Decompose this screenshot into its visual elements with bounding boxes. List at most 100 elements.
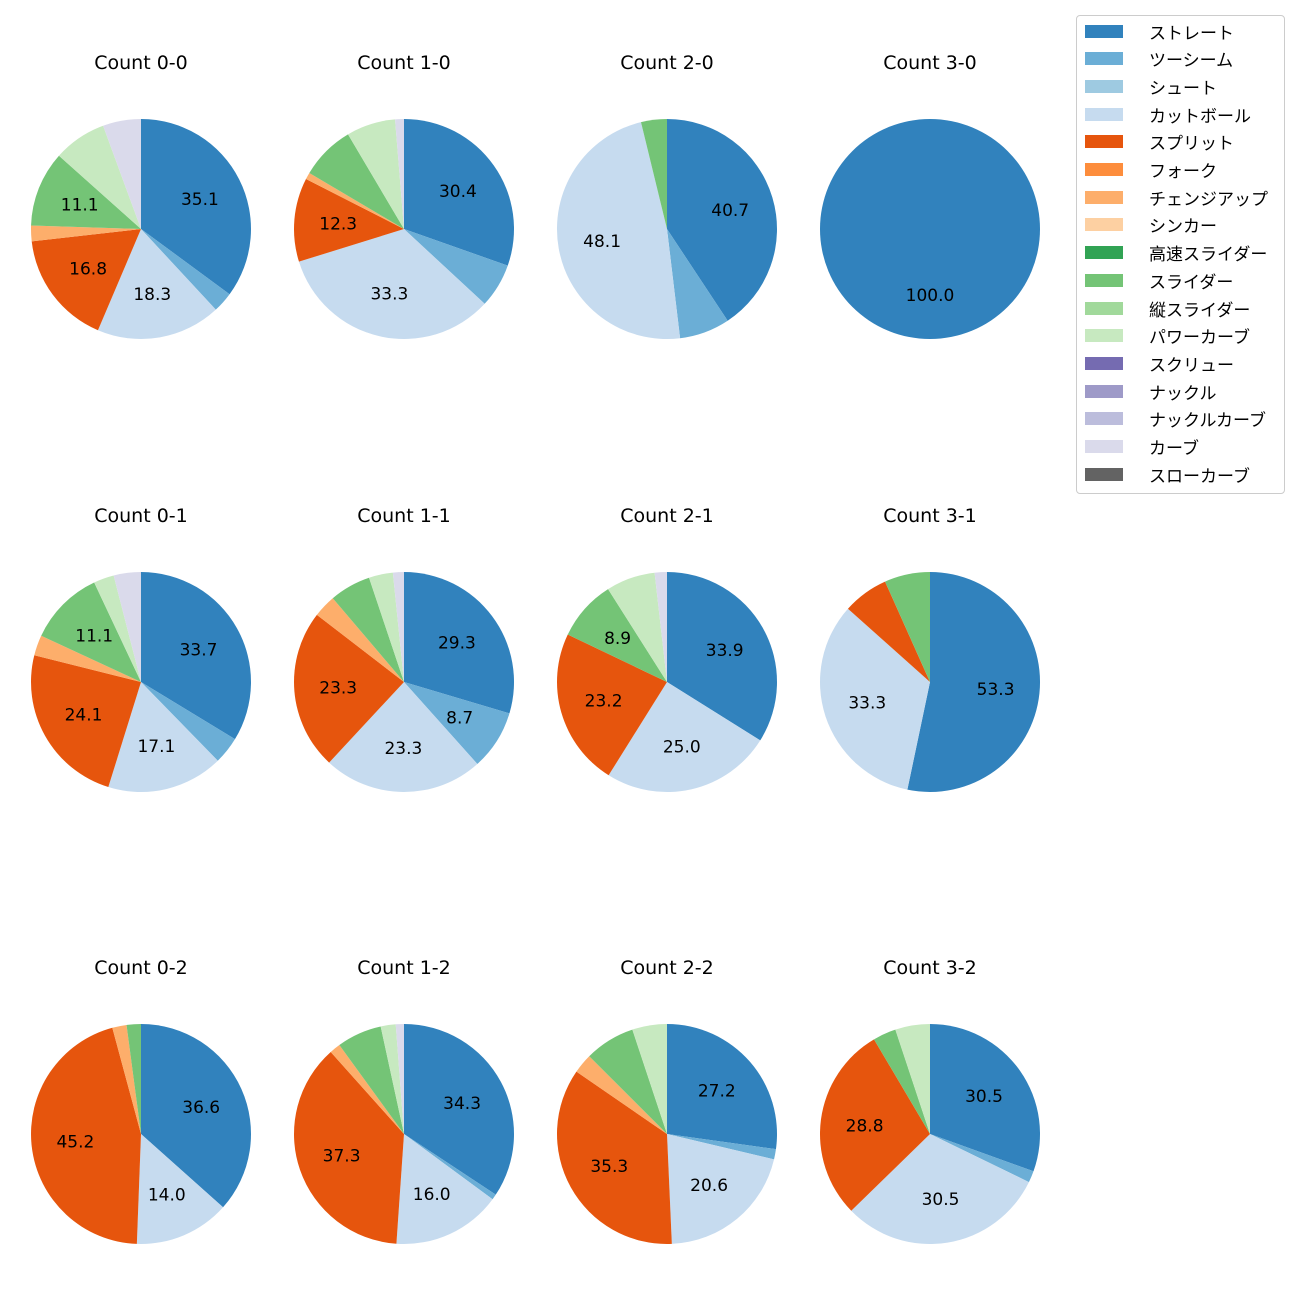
pie-slice xyxy=(31,229,142,331)
pie-slice xyxy=(108,682,218,793)
pie-slice xyxy=(667,1134,776,1160)
pie-slice xyxy=(404,1134,496,1200)
pie-slice xyxy=(97,229,216,340)
pie-slice xyxy=(404,229,508,304)
pie-slice xyxy=(330,1045,404,1134)
legend-label: スライダー xyxy=(1149,272,1234,293)
pie-slice xyxy=(126,1024,141,1134)
pie-slice xyxy=(339,1026,404,1134)
legend-swatch xyxy=(1085,440,1123,453)
pie-slice xyxy=(847,581,930,682)
slice-label: 27.2 xyxy=(698,1082,736,1102)
slice-label: 29.3 xyxy=(438,634,476,654)
slice-label: 23.3 xyxy=(319,678,357,698)
pie-slice xyxy=(141,1024,251,1208)
pie-title: Count 3-1 xyxy=(883,505,977,527)
legend-item: フォーク xyxy=(1085,158,1217,182)
pie-slice xyxy=(930,1024,1041,1172)
pie-count-0-1: Count 0-1 33.7 17.1 24.1 11.1 xyxy=(31,505,251,793)
legend-swatch xyxy=(1085,135,1123,149)
legend-item: スローカーブ xyxy=(1085,462,1250,487)
pie-slice xyxy=(34,635,141,682)
pie-slice xyxy=(31,155,141,229)
slice-label: 8.7 xyxy=(446,708,473,728)
pie-count-1-0: Count 1-0 30.4 33.3 12.3 xyxy=(293,52,515,340)
legend-label: パワーカーブ xyxy=(1149,328,1250,349)
pie-slice xyxy=(305,173,404,229)
pie-slice xyxy=(895,1024,930,1134)
legend-label: シンカー xyxy=(1149,217,1217,238)
slice-label: 18.3 xyxy=(133,285,171,305)
pie-title: Count 1-0 xyxy=(357,52,451,74)
slice-label: 33.9 xyxy=(706,641,744,661)
legend-item: スプリット xyxy=(1085,130,1234,154)
legend-swatch xyxy=(1085,356,1123,370)
pie-title: Count 0-2 xyxy=(94,957,188,979)
pie-slice xyxy=(608,572,667,682)
legend-item: チェンジアップ xyxy=(1085,185,1268,210)
pie-slice xyxy=(369,572,404,682)
pie-count-3-1: Count 3-1 53.3 33.3 xyxy=(820,505,1041,792)
slice-label: 40.7 xyxy=(711,201,749,221)
slice-label: 20.6 xyxy=(690,1176,728,1196)
slice-label: 16.0 xyxy=(413,1185,451,1205)
pie-slice xyxy=(141,229,230,310)
pie-title: Count 0-0 xyxy=(94,52,188,74)
legend-item: パワーカーブ xyxy=(1085,324,1250,348)
pie-slice xyxy=(396,1134,493,1245)
pie-slice xyxy=(380,1024,404,1134)
legend-swatch xyxy=(1085,329,1123,343)
legend-label: シュート xyxy=(1149,78,1217,99)
pie-slice xyxy=(567,589,667,682)
pie-slice xyxy=(404,119,515,266)
legend-item: ストレート xyxy=(1085,19,1234,44)
pie-slice xyxy=(31,1027,141,1244)
legend-swatch xyxy=(1085,467,1123,481)
pie-count-2-1: Count 2-1 33.9 25.0 23.2 8.9 xyxy=(557,505,777,792)
legend-item: ツーシーム xyxy=(1085,47,1233,71)
legend-swatch xyxy=(1085,107,1123,121)
pie-count-3-0: Count 3-0 100.0 xyxy=(820,52,1040,339)
pie-slice xyxy=(316,598,404,682)
slice-label: 23.3 xyxy=(384,739,422,759)
legend-label: 縦スライダー xyxy=(1149,300,1251,321)
pie-slice xyxy=(136,1134,224,1244)
slice-label: 11.1 xyxy=(61,196,99,216)
legend-label: ナックル xyxy=(1149,383,1217,404)
pie-slice xyxy=(293,179,404,262)
legend-swatch xyxy=(1085,384,1123,398)
slice-label: 12.3 xyxy=(319,214,357,234)
pie-count-0-2: Count 0-2 36.6 14.0 45.2 xyxy=(31,957,251,1244)
legend-item: カットボール xyxy=(1085,102,1251,127)
pie-count-2-2: Count 2-2 27.2 20.6 35.3 xyxy=(557,957,777,1244)
legend-label: カーブ xyxy=(1149,439,1199,459)
legend-item: ナックル xyxy=(1085,379,1217,404)
pie-title: Count 1-1 xyxy=(357,505,451,527)
pie-slice xyxy=(298,229,485,340)
pie-title: Count 1-2 xyxy=(357,957,451,979)
pie-title: Count 2-2 xyxy=(620,957,714,979)
pie-slice xyxy=(332,577,404,682)
legend-label: フォーク xyxy=(1149,162,1217,182)
legend-item: シュート xyxy=(1085,74,1217,99)
legend-item: 高速スライダー xyxy=(1085,241,1267,265)
pie-slice xyxy=(851,1134,1029,1244)
pie-count-1-1: Count 1-1 29.3 8.7 23.3 23.3 xyxy=(294,505,515,792)
pie-slice xyxy=(667,1024,777,1150)
slice-label: 53.3 xyxy=(977,680,1015,700)
pie-slice xyxy=(94,575,141,682)
slice-label: 34.3 xyxy=(443,1094,481,1114)
pie-title: Count 2-0 xyxy=(620,52,714,74)
legend-swatch xyxy=(1085,24,1123,38)
legend-swatch xyxy=(1085,273,1123,287)
pie-slice xyxy=(113,572,141,682)
legend-label: ナックルカーブ xyxy=(1149,411,1266,432)
slice-label: 25.0 xyxy=(663,737,701,757)
slice-label: 17.1 xyxy=(137,737,175,757)
pie-slice xyxy=(608,682,761,792)
pie-slice xyxy=(930,1134,1034,1183)
slice-label: 36.6 xyxy=(182,1098,220,1118)
slice-label: 33.3 xyxy=(370,284,408,304)
pie-slice xyxy=(820,1039,930,1211)
pie-slice xyxy=(112,1024,141,1134)
